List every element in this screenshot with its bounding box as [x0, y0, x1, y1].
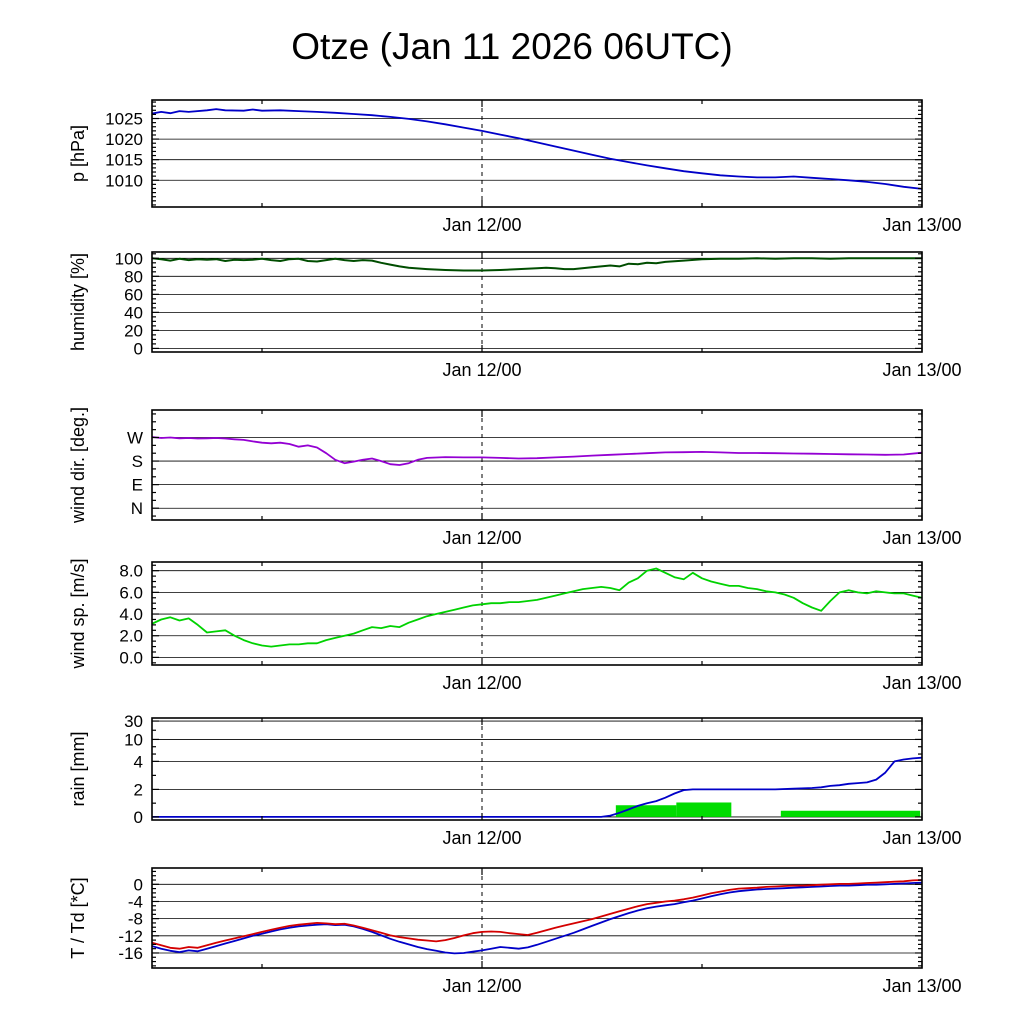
wind_direction-line — [152, 436, 922, 466]
y-tick-label: 60 — [124, 285, 143, 304]
wind_direction-series — [152, 436, 922, 466]
panel-frame — [151, 99, 923, 208]
y-tick-label: 80 — [124, 267, 143, 286]
y-tick-label: -16 — [118, 944, 143, 963]
x-tick-label: Jan 13/00 — [882, 360, 961, 380]
y-tick-label: -12 — [118, 927, 143, 946]
x-tick-label: Jan 12/00 — [442, 528, 521, 548]
pressure-series — [152, 108, 922, 190]
rain_amount-bar — [676, 802, 732, 817]
rain_amount-bar — [780, 810, 921, 817]
y-tick-label: -8 — [128, 910, 143, 929]
temperature-series — [152, 879, 922, 955]
y-tick-label: -4 — [128, 892, 143, 911]
y-tick-label: 30 — [124, 712, 143, 731]
y-tick-label: 0.0 — [119, 648, 143, 667]
temperature-line — [152, 879, 922, 950]
y-tick-label: 2.0 — [119, 627, 143, 646]
y-tick-label: 2 — [134, 780, 143, 799]
rain-series — [152, 756, 922, 818]
y-tick-label: 4.0 — [119, 605, 143, 624]
y-tick-label: 20 — [124, 321, 143, 340]
x-tick-label: Jan 13/00 — [882, 528, 961, 548]
y-tick-label: 4 — [134, 752, 143, 771]
y-axis-label: wind dir. [deg.] — [68, 407, 88, 524]
y-tick-label: W — [127, 429, 143, 448]
y-tick-label: 1010 — [105, 171, 143, 190]
x-tick-label: Jan 13/00 — [882, 215, 961, 235]
y-tick-label: 8.0 — [119, 562, 143, 581]
x-tick-label: Jan 13/00 — [882, 976, 961, 996]
y-tick-label: 1025 — [105, 110, 143, 129]
panel-frame — [151, 717, 923, 821]
y-tick-label: E — [132, 476, 143, 495]
panel-frame — [151, 867, 923, 969]
y-tick-label: 40 — [124, 303, 143, 322]
y-tick-label: 1015 — [105, 151, 143, 170]
x-tick-label: Jan 13/00 — [882, 828, 961, 848]
x-tick-label: Jan 12/00 — [442, 673, 521, 693]
x-tick-label: Jan 12/00 — [442, 976, 521, 996]
dewpoint-line — [152, 881, 922, 955]
wind_speed-line — [152, 567, 922, 648]
y-tick-label: 0 — [134, 875, 143, 894]
y-axis-label: wind sp. [m/s] — [68, 558, 88, 669]
y-axis-label: p [hPa] — [68, 125, 88, 182]
x-tick-label: Jan 12/00 — [442, 360, 521, 380]
y-tick-label: 1020 — [105, 130, 143, 149]
rain_accumulated-line — [152, 756, 922, 818]
y-tick-label: S — [132, 452, 143, 471]
y-axis-label: T / Td [*C] — [68, 877, 88, 958]
panel-wind_speed: 0.0 2.0 4.0 6.0 8.0 Jan 12/00 Jan 13/00 wind sp… — [68, 558, 962, 693]
chart-title: Otze (Jan 11 2026 06UTC) — [291, 26, 733, 67]
y-tick-label: 0 — [134, 339, 143, 358]
y-axis-label: rain [mm] — [68, 731, 88, 806]
panel-frame — [151, 251, 923, 353]
y-tick-label: 6.0 — [119, 583, 143, 602]
x-tick-label: Jan 12/00 — [442, 828, 521, 848]
panel-frame — [151, 561, 923, 666]
humidity-series — [152, 257, 922, 272]
humidity-line — [152, 257, 922, 272]
rain_amount-bar — [615, 805, 677, 817]
wind_speed-series — [152, 567, 922, 648]
x-tick-label: Jan 13/00 — [882, 673, 961, 693]
y-tick-label: N — [131, 499, 143, 518]
pressure-line — [152, 108, 922, 190]
x-tick-label: Jan 12/00 — [442, 215, 521, 235]
y-tick-label: 10 — [124, 730, 143, 749]
y-axis-label: humidity [%] — [68, 253, 88, 351]
y-tick-label: 0 — [134, 808, 143, 827]
panel-frame — [151, 409, 923, 521]
panel-temperature: 0-4-8-12-16 Jan 12/00 Jan 13/00 T / Td [*C] — [68, 867, 962, 996]
y-tick-label: 100 — [115, 249, 143, 268]
